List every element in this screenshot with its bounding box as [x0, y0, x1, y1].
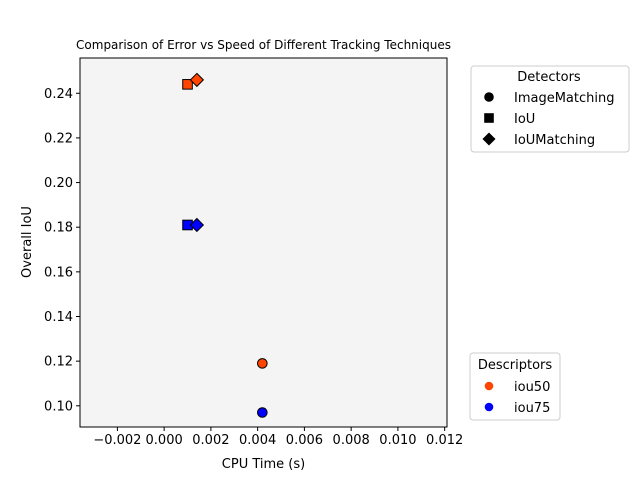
- legend-label-iou50: iou50: [514, 380, 550, 395]
- legend-descriptors-frame: [469, 352, 561, 421]
- legend-marker-iou50: [484, 381, 494, 391]
- x-tick-label: 0.008: [333, 433, 370, 448]
- x-tick-label: −0.002: [93, 433, 141, 448]
- y-tick-label: 0.14: [44, 310, 73, 325]
- legend-detectors-title: Detectors: [517, 70, 581, 85]
- data-point-ioumatching-iou75: [189, 217, 205, 233]
- y-tick-label: 0.18: [44, 221, 73, 236]
- plot-area-frame: [79, 57, 448, 428]
- x-axis-ticks: −0.002 0.000 0.002 0.004 0.006 0.008 0.010 0.01…: [93, 427, 463, 448]
- x-tick-label: 0.000: [146, 433, 183, 448]
- legend-label-imagematching: ImageMatching: [514, 91, 614, 106]
- y-axis-ticks: 0.10 0.12 0.14 0.16 0.18 0.20 0.22 0.24: [44, 87, 80, 414]
- legend-detectors: Detectors ImageMatching IoU IoUMatching: [470, 65, 630, 153]
- legend-label-ioumatching: IoUMatching: [514, 133, 595, 148]
- x-tick-label: 0.002: [192, 433, 229, 448]
- legend-marker-ioumatching: [482, 132, 496, 146]
- data-point-ioumatching-iou50: [189, 72, 205, 88]
- data-point-imagematching-iou75: [257, 407, 268, 418]
- y-tick-label: 0.20: [44, 176, 73, 191]
- legend-marker-iou: [484, 113, 494, 123]
- legend-label-iou: IoU: [514, 112, 535, 127]
- y-tick-label: 0.24: [44, 87, 73, 102]
- x-tick-label: 0.012: [426, 433, 463, 448]
- plot-area-background: [80, 58, 447, 427]
- y-axis-label: Overall IoU: [20, 206, 35, 278]
- x-axis-label: CPU Time (s): [222, 457, 305, 472]
- data-point-iou-iou50: [182, 79, 193, 90]
- chart-title: Comparison of Error vs Speed of Differen…: [76, 38, 451, 52]
- x-tick-label: 0.010: [379, 433, 416, 448]
- legend-detectors-frame: [470, 65, 630, 153]
- legend-descriptors-title: Descriptors: [478, 358, 553, 373]
- legend-label-iou75: iou75: [514, 401, 550, 416]
- x-tick-label: 0.006: [286, 433, 323, 448]
- y-tick-label: 0.16: [44, 265, 73, 280]
- y-tick-label: 0.10: [44, 399, 73, 414]
- y-tick-label: 0.22: [44, 131, 73, 146]
- x-tick-label: 0.004: [239, 433, 276, 448]
- y-tick-label: 0.12: [44, 355, 73, 370]
- legend-descriptors: Descriptors iou50 iou75: [469, 352, 561, 421]
- legend-marker-iou75: [484, 402, 494, 412]
- legend-marker-imagematching: [484, 92, 494, 102]
- data-point-imagematching-iou50: [257, 358, 268, 369]
- data-points: [182, 72, 268, 418]
